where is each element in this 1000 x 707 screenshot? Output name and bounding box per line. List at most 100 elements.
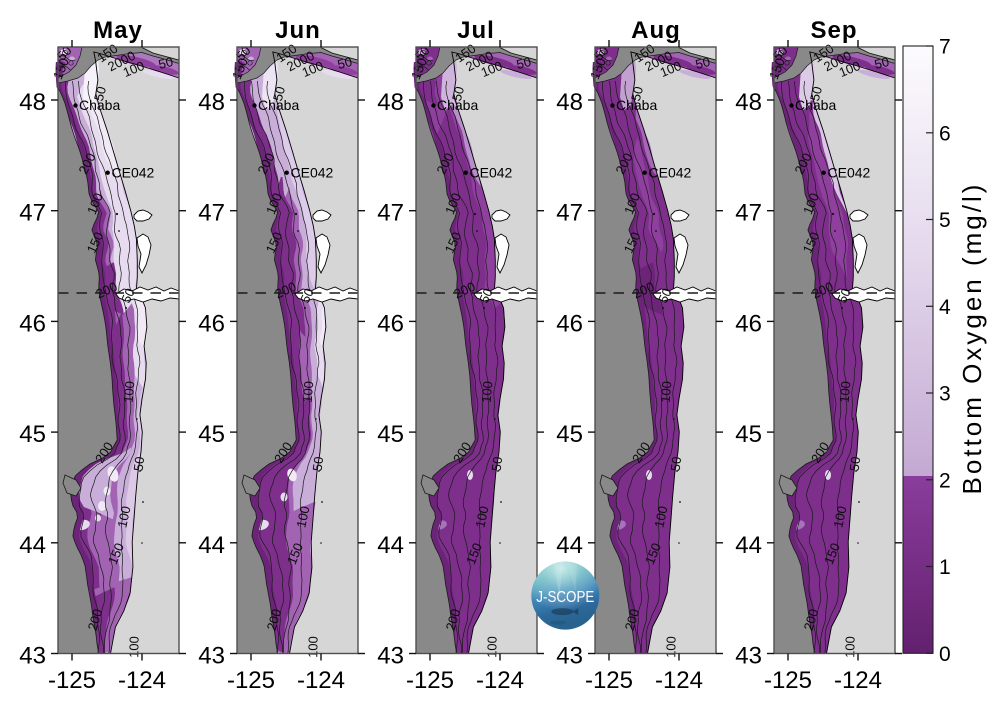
svg-text:CE042: CE042 <box>649 165 692 181</box>
svg-text:50: 50 <box>310 456 327 472</box>
svg-text:0: 0 <box>939 643 951 666</box>
svg-text:48: 48 <box>198 89 225 116</box>
svg-text:200: 200 <box>264 607 285 632</box>
svg-text:46: 46 <box>735 310 762 337</box>
svg-text:43: 43 <box>198 643 225 670</box>
svg-text:46: 46 <box>198 310 225 337</box>
svg-text:44: 44 <box>377 532 404 559</box>
svg-text:-124: -124 <box>297 667 345 694</box>
svg-text:47: 47 <box>19 200 46 227</box>
svg-text:2: 2 <box>939 469 951 492</box>
svg-text:45: 45 <box>377 421 404 448</box>
svg-text:46: 46 <box>556 310 583 337</box>
svg-text:48: 48 <box>19 89 46 116</box>
svg-text:100: 100 <box>842 636 857 658</box>
svg-text:Chaba: Chaba <box>795 97 836 113</box>
svg-text:7: 7 <box>939 36 951 59</box>
svg-text:-124: -124 <box>118 667 166 694</box>
svg-text:-125: -125 <box>48 667 96 694</box>
svg-text:200: 200 <box>85 607 106 632</box>
svg-text:-125: -125 <box>764 667 812 694</box>
svg-text:47: 47 <box>735 200 762 227</box>
svg-text:47: 47 <box>198 200 225 227</box>
svg-text:CE042: CE042 <box>470 165 513 181</box>
svg-text:43: 43 <box>735 643 762 670</box>
svg-text:48: 48 <box>735 89 762 116</box>
svg-text:J-SCOPE: J-SCOPE <box>536 589 594 606</box>
svg-text:100: 100 <box>293 505 312 529</box>
svg-text:-125: -125 <box>227 667 275 694</box>
svg-text:43: 43 <box>19 643 46 670</box>
svg-text:Chaba: Chaba <box>616 97 657 113</box>
svg-text:100: 100 <box>472 505 491 529</box>
svg-text:44: 44 <box>556 532 583 559</box>
svg-text:CE042: CE042 <box>291 165 334 181</box>
svg-text:47: 47 <box>556 200 583 227</box>
svg-text:-124: -124 <box>655 667 703 694</box>
svg-text:100: 100 <box>126 636 141 658</box>
svg-text:Jul: Jul <box>457 17 495 44</box>
svg-text:Sep: Sep <box>810 17 857 44</box>
svg-text:1: 1 <box>939 556 951 579</box>
svg-text:50: 50 <box>847 456 864 472</box>
svg-text:100: 100 <box>658 380 675 403</box>
svg-text:100: 100 <box>837 380 854 403</box>
svg-text:50: 50 <box>515 54 533 72</box>
svg-text:100: 100 <box>484 636 499 658</box>
svg-text:5: 5 <box>939 209 951 232</box>
svg-text:Chaba: Chaba <box>258 97 299 113</box>
svg-text:46: 46 <box>377 310 404 337</box>
svg-text:100: 100 <box>663 636 678 658</box>
svg-text:100: 100 <box>300 380 317 403</box>
svg-text:50: 50 <box>91 85 109 103</box>
svg-text:44: 44 <box>198 532 225 559</box>
svg-text:3: 3 <box>939 383 951 406</box>
svg-text:4: 4 <box>939 296 951 319</box>
svg-text:50: 50 <box>655 286 675 305</box>
svg-text:43: 43 <box>556 643 583 670</box>
svg-text:50: 50 <box>807 85 825 103</box>
svg-text:200: 200 <box>443 607 464 632</box>
svg-text:-125: -125 <box>585 667 633 694</box>
svg-text:44: 44 <box>735 532 762 559</box>
svg-text:50: 50 <box>873 54 891 72</box>
svg-text:-125: -125 <box>406 667 454 694</box>
svg-text:44: 44 <box>19 532 46 559</box>
svg-text:200: 200 <box>801 607 822 632</box>
svg-text:100: 100 <box>830 505 849 529</box>
svg-text:50: 50 <box>668 456 685 472</box>
svg-text:45: 45 <box>556 421 583 448</box>
svg-text:47: 47 <box>377 200 404 227</box>
svg-text:50: 50 <box>449 85 467 103</box>
svg-text:100: 100 <box>121 380 138 403</box>
svg-text:50: 50 <box>131 456 148 472</box>
svg-text:CE042: CE042 <box>828 165 871 181</box>
svg-text:48: 48 <box>556 89 583 116</box>
svg-text:CE042: CE042 <box>112 165 155 181</box>
svg-text:50: 50 <box>157 54 175 72</box>
svg-text:Bottom Oxygen (mg/l): Bottom Oxygen (mg/l) <box>957 182 987 495</box>
svg-text:May: May <box>93 17 143 44</box>
svg-text:50: 50 <box>628 85 646 103</box>
svg-text:48: 48 <box>377 89 404 116</box>
svg-text:50: 50 <box>270 85 288 103</box>
svg-text:50: 50 <box>476 286 496 305</box>
svg-text:Chaba: Chaba <box>437 97 478 113</box>
svg-text:50: 50 <box>834 286 854 305</box>
svg-text:Chaba: Chaba <box>79 97 120 113</box>
svg-text:50: 50 <box>297 286 317 305</box>
svg-text:50: 50 <box>118 286 138 305</box>
svg-text:-124: -124 <box>834 667 882 694</box>
svg-text:200: 200 <box>622 607 643 632</box>
svg-text:50: 50 <box>489 456 506 472</box>
svg-text:-124: -124 <box>476 667 524 694</box>
svg-text:Jun: Jun <box>275 17 321 44</box>
svg-text:100: 100 <box>479 380 496 403</box>
svg-text:46: 46 <box>19 310 46 337</box>
svg-text:Aug: Aug <box>631 17 681 44</box>
svg-text:100: 100 <box>305 636 320 658</box>
svg-text:45: 45 <box>198 421 225 448</box>
svg-text:50: 50 <box>336 54 354 72</box>
svg-text:43: 43 <box>377 643 404 670</box>
svg-text:6: 6 <box>939 122 951 145</box>
